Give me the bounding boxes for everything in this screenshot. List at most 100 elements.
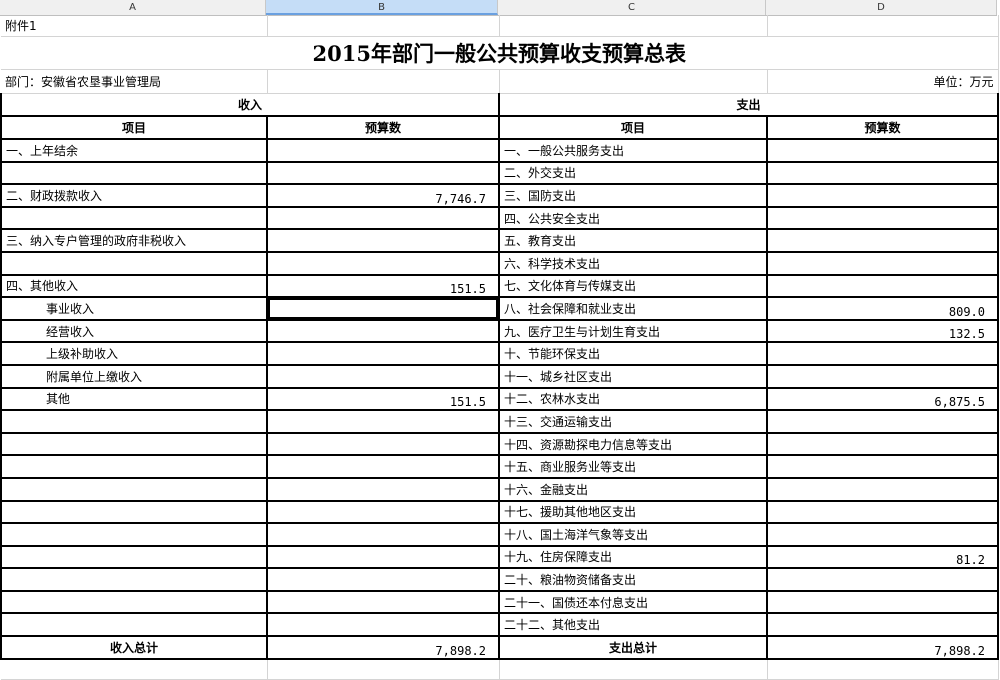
income-value[interactable] xyxy=(267,545,500,570)
expense-value[interactable] xyxy=(767,455,999,479)
expense-item[interactable]: 一、一般公共服务支出 xyxy=(499,139,768,163)
expense-item[interactable]: 六、科学技术支出 xyxy=(499,251,768,276)
income-item[interactable]: 一、上年结余 xyxy=(0,139,268,163)
income-value[interactable]: 151.5 xyxy=(267,274,500,299)
income-item[interactable] xyxy=(0,432,268,457)
column-header-d[interactable]: D xyxy=(766,0,997,15)
expense-value[interactable] xyxy=(767,184,999,208)
income-value[interactable] xyxy=(267,590,500,615)
expense-value[interactable] xyxy=(767,251,999,276)
cell[interactable] xyxy=(267,659,500,680)
income-item[interactable] xyxy=(0,477,268,502)
expense-header[interactable]: 支出 xyxy=(499,93,999,117)
expense-value[interactable] xyxy=(767,206,999,231)
income-item[interactable]: 四、其他收入 xyxy=(0,274,268,299)
expense-value[interactable] xyxy=(767,161,999,186)
income-item[interactable]: 经营收入 xyxy=(0,319,268,344)
column-header-c[interactable]: C xyxy=(498,0,766,15)
expense-value[interactable]: 81.2 xyxy=(767,545,999,570)
expense-value[interactable] xyxy=(767,139,999,163)
income-total-value[interactable]: 7,898.2 xyxy=(267,636,500,661)
income-item[interactable] xyxy=(0,500,268,525)
expense-total-label[interactable]: 支出总计 xyxy=(499,636,768,661)
expense-value[interactable] xyxy=(767,432,999,457)
column-header-a[interactable]: A xyxy=(0,0,266,15)
income-item[interactable]: 其他 xyxy=(0,387,268,412)
expense-item[interactable]: 十六、金融支出 xyxy=(499,477,768,502)
expense-value[interactable] xyxy=(767,274,999,299)
cell[interactable] xyxy=(767,659,999,680)
column-header-b[interactable]: B xyxy=(266,0,498,15)
cell[interactable] xyxy=(1,659,268,680)
expense-item[interactable]: 十四、资源勘探电力信息等支出 xyxy=(499,432,768,457)
expense-value[interactable] xyxy=(767,523,999,547)
expense-item[interactable]: 十、节能环保支出 xyxy=(499,342,768,366)
expense-value[interactable]: 6,875.5 xyxy=(767,387,999,412)
cell[interactable] xyxy=(267,15,500,37)
income-item[interactable] xyxy=(0,523,268,547)
expense-item[interactable]: 十七、援助其他地区支出 xyxy=(499,500,768,525)
income-value[interactable] xyxy=(267,568,500,592)
expense-budget-header[interactable]: 预算数 xyxy=(767,116,999,140)
income-value[interactable] xyxy=(267,455,500,479)
income-item[interactable] xyxy=(0,206,268,231)
income-value[interactable] xyxy=(267,432,500,457)
income-item[interactable]: 三、纳入专户管理的政府非税收入 xyxy=(0,229,268,253)
expense-item[interactable]: 八、社会保障和就业支出 xyxy=(499,297,768,321)
attachment-label[interactable]: 附件1 xyxy=(1,15,268,37)
expense-item[interactable]: 十二、农林水支出 xyxy=(499,387,768,412)
expense-value[interactable] xyxy=(767,590,999,615)
income-item[interactable] xyxy=(0,545,268,570)
income-value[interactable] xyxy=(267,364,500,389)
expense-item[interactable]: 十九、住房保障支出 xyxy=(499,545,768,570)
expense-total-value[interactable]: 7,898.2 xyxy=(767,636,999,661)
income-value[interactable] xyxy=(267,410,500,434)
income-value[interactable]: 151.5 xyxy=(267,387,500,412)
expense-value[interactable] xyxy=(767,229,999,253)
income-item[interactable] xyxy=(0,410,268,434)
expense-item[interactable]: 二十一、国债还本付息支出 xyxy=(499,590,768,615)
expense-item[interactable]: 十五、商业服务业等支出 xyxy=(499,455,768,479)
expense-value[interactable] xyxy=(767,477,999,502)
income-item[interactable] xyxy=(0,613,268,638)
expense-value[interactable] xyxy=(767,500,999,525)
income-value[interactable] xyxy=(267,613,500,638)
expense-item[interactable]: 三、国防支出 xyxy=(499,184,768,208)
cell[interactable] xyxy=(499,659,768,680)
expense-item[interactable]: 十三、交通运输支出 xyxy=(499,410,768,434)
expense-item[interactable]: 四、公共安全支出 xyxy=(499,206,768,231)
income-value[interactable] xyxy=(267,229,500,253)
expense-item[interactable]: 七、文化体育与传媒支出 xyxy=(499,274,768,299)
expense-item[interactable]: 十八、国土海洋气象等支出 xyxy=(499,523,768,547)
expense-item[interactable]: 二十、粮油物资储备支出 xyxy=(499,568,768,592)
expense-item[interactable]: 五、教育支出 xyxy=(499,229,768,253)
income-value[interactable] xyxy=(267,206,500,231)
unit-label[interactable]: 单位：万元 xyxy=(767,69,999,94)
income-value[interactable] xyxy=(267,297,500,321)
cell[interactable] xyxy=(499,69,768,94)
income-item[interactable]: 附属单位上缴收入 xyxy=(0,364,268,389)
income-value[interactable] xyxy=(267,319,500,344)
sheet-title[interactable]: 2015年部门一般公共预算收支预算总表 xyxy=(1,36,999,70)
expense-item[interactable]: 二、外交支出 xyxy=(499,161,768,186)
expense-value[interactable] xyxy=(767,613,999,638)
income-value[interactable] xyxy=(267,500,500,525)
income-item[interactable]: 事业收入 xyxy=(0,297,268,321)
cell[interactable] xyxy=(499,15,768,37)
income-value[interactable] xyxy=(267,251,500,276)
expense-value[interactable] xyxy=(767,410,999,434)
income-value[interactable] xyxy=(267,477,500,502)
income-item[interactable] xyxy=(0,251,268,276)
income-value[interactable] xyxy=(267,139,500,163)
expense-item[interactable]: 二十二、其他支出 xyxy=(499,613,768,638)
income-item-header[interactable]: 项目 xyxy=(0,116,268,140)
income-item[interactable] xyxy=(0,590,268,615)
expense-value[interactable] xyxy=(767,342,999,366)
income-value[interactable] xyxy=(267,523,500,547)
expense-value[interactable]: 132.5 xyxy=(767,319,999,344)
income-value[interactable] xyxy=(267,161,500,186)
cell[interactable] xyxy=(767,15,999,37)
expense-value[interactable] xyxy=(767,568,999,592)
income-budget-header[interactable]: 预算数 xyxy=(267,116,500,140)
income-item[interactable] xyxy=(0,568,268,592)
